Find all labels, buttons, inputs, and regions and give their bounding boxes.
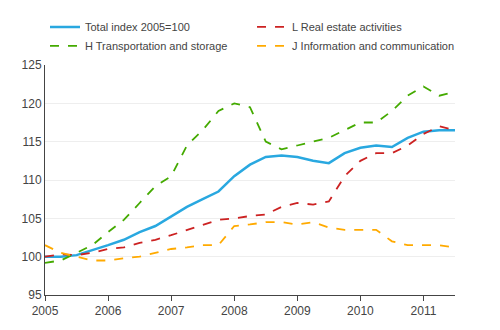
svg-text:2007: 2007 bbox=[158, 304, 185, 318]
svg-text:Total index 2005=100: Total index 2005=100 bbox=[85, 21, 190, 33]
svg-text:2011: 2011 bbox=[411, 304, 437, 318]
svg-text:H Transportation and storage: H Transportation and storage bbox=[85, 40, 227, 52]
svg-text:2005: 2005 bbox=[32, 304, 59, 318]
svg-text:120: 120 bbox=[22, 97, 42, 111]
svg-text:100: 100 bbox=[22, 250, 42, 264]
svg-text:2008: 2008 bbox=[221, 304, 248, 318]
svg-text:115: 115 bbox=[22, 135, 41, 149]
svg-text:125: 125 bbox=[22, 58, 42, 72]
svg-text:2010: 2010 bbox=[347, 304, 374, 318]
svg-text:95: 95 bbox=[28, 288, 42, 302]
svg-text:L Real estate activities: L Real estate activities bbox=[292, 21, 402, 33]
svg-text:110: 110 bbox=[22, 173, 41, 187]
svg-text:105: 105 bbox=[22, 212, 42, 226]
svg-text:2009: 2009 bbox=[284, 304, 311, 318]
svg-text:2006: 2006 bbox=[95, 304, 122, 318]
svg-text:J Information and communicatio: J Information and communication bbox=[292, 40, 454, 52]
